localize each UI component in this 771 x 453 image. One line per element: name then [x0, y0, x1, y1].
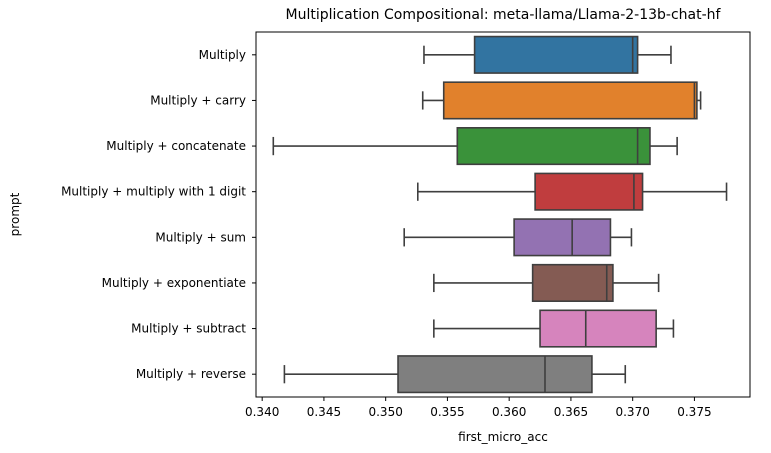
y-tick-label: Multiply + subtract	[131, 322, 246, 336]
box	[513, 218, 612, 257]
x-tick-label: 0.355	[430, 405, 464, 419]
x-tick-label: 0.370	[615, 405, 649, 419]
x-tick-label: 0.350	[368, 405, 402, 419]
box-group	[283, 355, 627, 394]
box-group	[433, 309, 675, 348]
box	[473, 35, 639, 74]
box-group	[423, 35, 672, 74]
y-tick-label: Multiply + sum	[155, 230, 246, 244]
y-tick-label: Multiply + reverse	[136, 367, 246, 381]
box-group	[403, 218, 633, 257]
box	[456, 127, 651, 166]
box	[539, 309, 657, 348]
x-tick-label: 0.375	[677, 405, 711, 419]
y-tick-label: Multiply + multiply with 1 digit	[61, 185, 246, 199]
plot-frame	[255, 31, 751, 398]
box	[531, 263, 614, 302]
x-tick-label: 0.345	[307, 405, 341, 419]
box	[442, 81, 698, 120]
y-tick-label: Multiply + concatenate	[106, 139, 246, 153]
y-axis-label: prompt	[8, 192, 22, 236]
x-axis-label: first_micro_acc	[458, 430, 548, 444]
box-group	[272, 127, 678, 166]
box	[397, 355, 593, 394]
box-group	[421, 81, 702, 120]
box-group	[416, 172, 728, 211]
y-tick-label: Multiply	[199, 48, 246, 62]
box	[534, 172, 644, 211]
x-tick-label: 0.360	[492, 405, 526, 419]
y-tick-label: Multiply + carry	[150, 93, 246, 107]
y-tick-label: Multiply + exponentiate	[102, 276, 246, 290]
box-group	[433, 263, 660, 302]
x-tick-label: 0.340	[245, 405, 279, 419]
chart-title: Multiplication Compositional: meta-llama…	[286, 7, 722, 23]
x-tick-label: 0.365	[554, 405, 588, 419]
plot-area: 0.340 0.345 0.350 0.355 0.360 0.365 0.370 0.375…	[61, 35, 728, 419]
